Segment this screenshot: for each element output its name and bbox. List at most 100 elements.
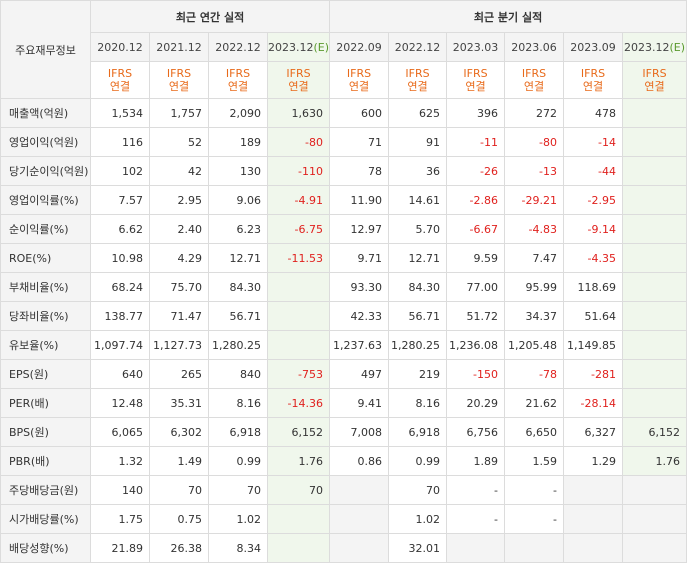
annual-results-header: 최근 연간 실적 [89,0,331,33]
data-cell: -26 [446,156,506,186]
row-label: 당기순이익(억원) [0,156,91,186]
row-label: 시가배당률(%) [0,504,91,534]
data-cell: 70 [149,475,209,505]
data-cell: 1.02 [388,504,448,534]
data-cell: 1,237.63 [329,330,390,360]
data-cell: 4.29 [149,243,209,273]
data-cell: 1,534 [90,98,150,128]
data-cell: 36 [388,156,448,186]
data-cell: 1.02 [208,504,268,534]
data-cell: -753 [266,359,331,389]
data-cell: 6.62 [90,214,150,244]
data-cell: 1.32 [90,446,150,476]
data-cell [446,533,506,563]
table-row: ROE(%) 10.98 4.29 12.71 -11.53 9.71 12.71 9.59 7… [0,243,688,273]
ifrs-label: IFRS 연결 [622,61,688,99]
ifrs-label: IFRS 연결 [504,61,565,99]
data-cell: -4.35 [563,243,624,273]
data-cell: 1.76 [622,446,688,476]
row-label: ROE(%) [0,243,91,273]
data-cell [622,475,688,505]
data-cell: 35.31 [149,388,209,418]
data-cell: 42.33 [329,301,390,331]
financial-info-header: 주요재무정보 [0,0,91,99]
data-cell [622,359,688,389]
data-cell: -2.95 [563,185,624,215]
data-cell: -29.21 [504,185,565,215]
ifrs-label: IFRS 연결 [388,61,448,99]
data-cell: 8.16 [388,388,448,418]
data-cell: 9.06 [208,185,268,215]
data-cell: 68.24 [90,272,150,302]
data-cell: -11 [446,127,506,157]
period-header: 2023.06 [504,32,565,62]
data-cell [622,388,688,418]
data-cell: 625 [388,98,448,128]
table-row: EPS(원) 640 265 840 -753 497 219 -150 -78 -281 [0,359,688,389]
row-label: PER(배) [0,388,91,418]
data-cell: -110 [266,156,331,186]
data-cell: 1.75 [90,504,150,534]
quarterly-results-header: 최근 분기 실적 [329,0,688,33]
data-cell: 138.77 [90,301,150,331]
data-cell [622,156,688,186]
data-cell: 8.16 [208,388,268,418]
data-cell: 12.97 [329,214,390,244]
data-cell [329,475,390,505]
data-cell: 56.71 [208,301,268,331]
period-header: 2021.12 [149,32,209,62]
table-row: 부채비율(%) 68.24 75.70 84.30 93.30 84.30 77.00 95.… [0,272,688,302]
data-cell [266,301,331,331]
data-cell: 640 [90,359,150,389]
data-cell: 1.49 [149,446,209,476]
data-cell: 478 [563,98,624,128]
data-cell: 78 [329,156,390,186]
data-cell: 116 [90,127,150,157]
data-cell: 56.71 [388,301,448,331]
ifrs-label: IFRS 연결 [446,61,506,99]
row-label: 매출액(억원) [0,98,91,128]
data-cell: 42 [149,156,209,186]
data-cell [563,475,624,505]
data-cell: 272 [504,98,565,128]
data-cell: 12.48 [90,388,150,418]
data-cell [622,272,688,302]
data-cell: 600 [329,98,390,128]
table-row: 유보율(%) 1,097.74 1,127.73 1,280.25 1,237.63 1,… [0,330,688,360]
data-cell: 1.29 [563,446,624,476]
data-cell: 6,918 [208,417,268,447]
data-cell [622,533,688,563]
data-cell: 6.23 [208,214,268,244]
data-cell: -14.36 [266,388,331,418]
data-cell: 1,280.25 [388,330,448,360]
table-row: BPS(원) 6,065 6,302 6,918 6,152 7,008 6,918 6,75… [0,417,688,447]
data-cell: -14 [563,127,624,157]
table-row: 당기순이익(억원) 102 42 130 -110 78 36 -26 -13 -44 [0,156,688,186]
data-cell: 1.76 [266,446,331,476]
data-cell: 95.99 [504,272,565,302]
table-row: 영업이익(억원) 116 52 189 -80 71 91 -11 -80 -14 [0,127,688,157]
ifrs-row: IFRS 연결 IFRS 연결 IFRS 연결 IFRS 연결 IFRS 연결 IFRS 연결 IFRS… [1,61,688,99]
row-label: 영업이익(억원) [0,127,91,157]
data-cell: 1.59 [504,446,565,476]
data-cell: 6,650 [504,417,565,447]
data-cell [563,533,624,563]
data-cell: 1,205.48 [504,330,565,360]
data-cell: 77.00 [446,272,506,302]
data-cell [266,533,331,563]
data-cell: 1,127.73 [149,330,209,360]
data-cell [622,330,688,360]
data-cell: 6,152 [266,417,331,447]
data-cell: 70 [266,475,331,505]
data-cell: - [446,475,506,505]
data-cell: 265 [149,359,209,389]
data-cell: 2,090 [208,98,268,128]
period-header: 2022.12 [388,32,448,62]
data-cell: 20.29 [446,388,506,418]
data-cell: -78 [504,359,565,389]
period-header: 2023.12(E) [622,32,688,62]
data-cell: 1.89 [446,446,506,476]
data-cell: 12.71 [388,243,448,273]
ifrs-label: IFRS 연결 [208,61,268,99]
